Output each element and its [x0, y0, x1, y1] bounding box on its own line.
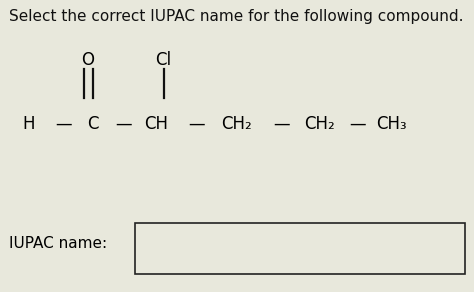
Text: CH₂: CH₂ — [222, 115, 252, 133]
Text: CH₂: CH₂ — [305, 115, 335, 133]
Text: —: — — [55, 115, 73, 133]
Text: —: — — [349, 115, 366, 133]
Text: —: — — [188, 115, 205, 133]
Text: O: O — [81, 51, 94, 69]
Text: C: C — [87, 115, 98, 133]
Text: H: H — [22, 115, 35, 133]
Text: —: — — [115, 115, 132, 133]
Text: CH₃: CH₃ — [376, 115, 406, 133]
Text: Cl: Cl — [155, 51, 172, 69]
Text: CH: CH — [145, 115, 168, 133]
Bar — [135, 223, 465, 274]
Text: IUPAC name:: IUPAC name: — [9, 236, 108, 251]
Text: Select the correct IUPAC name for the following compound.: Select the correct IUPAC name for the fo… — [9, 9, 464, 24]
Text: —: — — [273, 115, 291, 133]
